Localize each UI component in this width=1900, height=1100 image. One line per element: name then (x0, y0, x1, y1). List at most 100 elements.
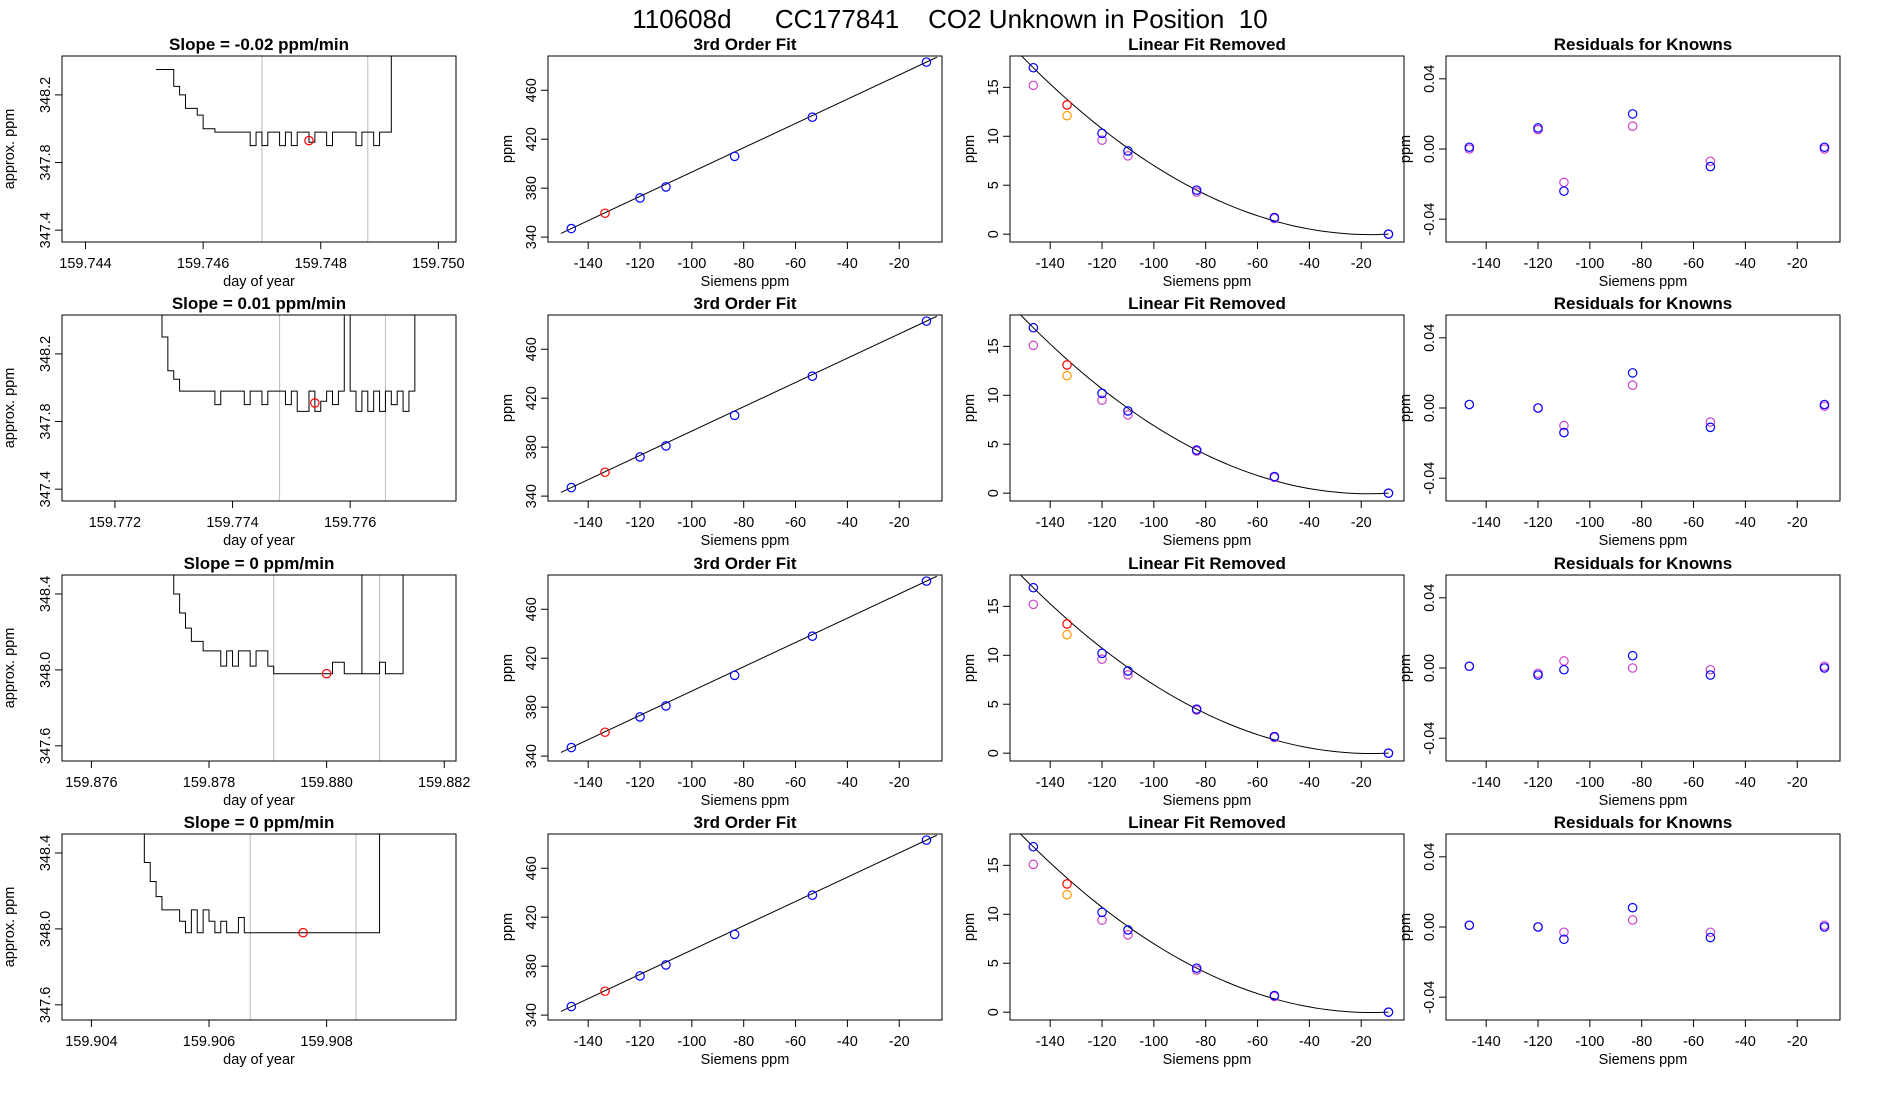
x-axis-label: Siemens ppm (701, 533, 790, 549)
unknown-point (1062, 360, 1072, 370)
x-tick-label: -80 (1631, 256, 1652, 272)
unknown-alt-point (1062, 370, 1072, 381)
x-tick-label: -140 (574, 515, 603, 531)
y-tick-label: 347.4 (38, 471, 54, 507)
y-tick-label: 420 (524, 905, 540, 929)
panel-r1-c3: Linear Fit Removed -140 -120 -100 -80 -60 -40 -… (962, 35, 1405, 290)
x-tick-label: -20 (889, 256, 910, 272)
x-tick-label: 159.876 (65, 775, 117, 791)
plot-area (560, 575, 938, 753)
unknown-point (600, 727, 610, 738)
x-tick-label: -100 (1575, 1034, 1604, 1050)
fit-line (560, 56, 938, 234)
y-tick-label: 420 (524, 127, 540, 151)
plot-frame (547, 574, 943, 762)
known-point (1097, 907, 1107, 918)
series-line (161, 575, 404, 675)
known-point (1269, 731, 1280, 742)
x-tick-label: -60 (1247, 515, 1268, 531)
x-tick-label: -60 (785, 256, 806, 272)
plot-title: Linear Fit Removed (1128, 813, 1286, 832)
y-tick-label: 380 (524, 954, 540, 978)
fit-line (560, 834, 938, 1012)
panel-r4-c3: Linear Fit Removed -140 -120 -100 -80 -60 -40 -… (962, 813, 1405, 1068)
x-axis-label: Siemens ppm (1163, 793, 1252, 809)
fit-curve (1020, 315, 1389, 495)
x-tick-label: -40 (1735, 1034, 1756, 1050)
page-title: 110608d CC177841 CO2 Unknown in Position… (632, 4, 1268, 34)
y-tick-label: 5 (986, 700, 1002, 708)
x-tick-label: 159.878 (183, 775, 235, 791)
x-tick-label: -120 (626, 515, 655, 531)
x-tick-label: -120 (626, 256, 655, 272)
x-tick-label: -80 (1195, 775, 1216, 791)
plot-title: Residuals for Knowns (1554, 294, 1733, 313)
alt-point (1097, 135, 1107, 145)
y-axis-label: approx. ppm (2, 109, 18, 190)
alt-point (1627, 915, 1638, 925)
plot-title: Slope = 0.01 ppm/min (172, 294, 346, 313)
y-tick-label: 0.00 (1422, 135, 1438, 163)
x-tick-label: -40 (1735, 256, 1756, 272)
x-tick-label: -140 (1472, 515, 1501, 531)
known-point (1533, 922, 1543, 932)
y-tick-label: 340 (524, 744, 540, 768)
y-tick-label: 348.4 (38, 576, 54, 612)
known-point (807, 890, 818, 900)
unknown-alt-point (1062, 889, 1072, 900)
y-tick-label: 348.0 (38, 652, 54, 688)
known-point (1559, 427, 1569, 438)
x-tick-label: -100 (1575, 515, 1604, 531)
known-point (1705, 932, 1716, 943)
x-tick-label: -20 (1787, 1034, 1808, 1050)
known-point (635, 971, 645, 981)
y-tick-label: 10 (986, 128, 1002, 144)
x-tick-label: -40 (1299, 256, 1320, 272)
x-tick-label: -40 (1735, 515, 1756, 531)
known-point (1464, 399, 1475, 410)
y-axis-label: approx. ppm (2, 368, 18, 449)
y-tick-label: 348.4 (38, 835, 54, 871)
x-tick-label: -140 (574, 1034, 603, 1050)
known-point (1464, 142, 1475, 153)
alt-point (1028, 859, 1039, 870)
y-axis-label: ppm (1398, 394, 1414, 422)
x-axis-label: Siemens ppm (701, 274, 790, 290)
x-axis-label: Siemens ppm (1599, 533, 1688, 549)
plot-area (560, 56, 938, 234)
panel-r3-c3: Linear Fit Removed -140 -120 -100 -80 -60 -40 -… (962, 554, 1405, 809)
x-tick-label: 159.750 (412, 256, 464, 272)
unknown-point (600, 208, 610, 219)
y-tick-label: 347.6 (38, 728, 54, 764)
x-axis-label: day of year (223, 533, 295, 549)
plot-frame (61, 833, 457, 1021)
x-tick-label: -40 (837, 256, 858, 272)
plot-area (156, 56, 392, 242)
alt-point (1705, 417, 1716, 427)
known-point (1028, 322, 1039, 333)
known-point (1269, 212, 1280, 223)
x-tick-label: -80 (733, 775, 754, 791)
x-tick-label: 159.880 (300, 775, 352, 791)
alt-point (1627, 380, 1638, 390)
plot-frame (61, 574, 457, 762)
known-point (1269, 471, 1280, 482)
plot-area (1464, 902, 1830, 945)
x-tick-label: 159.906 (183, 1034, 235, 1050)
known-point (729, 670, 740, 681)
x-tick-label: 159.904 (65, 1034, 117, 1050)
known-point (1123, 925, 1133, 935)
x-tick-label: -20 (889, 775, 910, 791)
y-tick-label: 348.2 (38, 77, 54, 113)
y-tick-label: 0.04 (1422, 843, 1438, 871)
x-tick-label: -20 (1787, 515, 1808, 531)
known-point (1819, 399, 1830, 410)
alt-point (1559, 656, 1569, 666)
plot-frame (1445, 55, 1841, 243)
x-axis-label: day of year (223, 793, 295, 809)
y-axis-label: ppm (962, 394, 978, 422)
plot-frame (547, 314, 943, 502)
y-tick-label: 0.00 (1422, 394, 1438, 422)
y-axis-label: ppm (962, 654, 978, 682)
y-axis-label: approx. ppm (2, 887, 18, 968)
